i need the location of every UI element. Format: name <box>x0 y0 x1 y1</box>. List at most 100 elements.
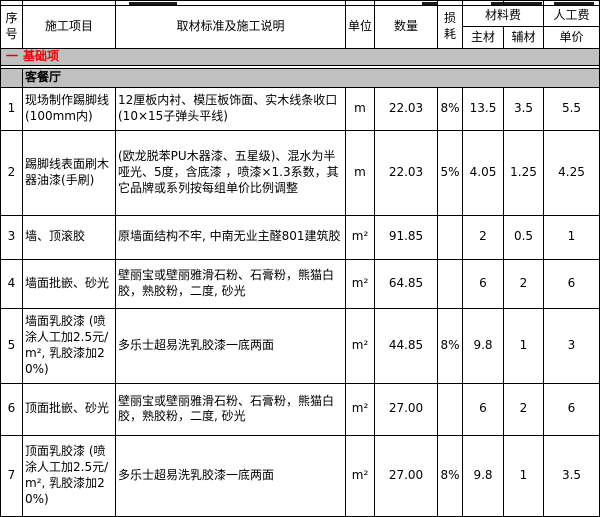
column-header-serial-label: 序号 <box>5 11 18 41</box>
cell-main-material-price: 9.8 <box>462 434 504 517</box>
clipped-cell <box>22 0 116 6</box>
cell-unit: m² <box>345 434 375 517</box>
clipped-cell <box>345 0 375 6</box>
clipped-cell <box>437 0 463 6</box>
clipped-text-fragment <box>504 2 542 5</box>
clipped-cell <box>462 0 504 6</box>
column-header-unit-label: 单位 <box>347 19 372 34</box>
cell-main-material-price: 6 <box>462 382 504 436</box>
table-header: 序号 施工项目 取材标准及施工说明 单位 数量 损耗 材料费 人工费 主材 辅材… <box>0 0 600 49</box>
column-header-qty-label: 数量 <box>393 19 418 34</box>
cell-labor-unit-price: 6 <box>543 382 600 436</box>
section-row-basic-items: 一基础项 <box>0 48 600 66</box>
cell-material-spec: 原墙面结构不牢, 中南无业主醛801建筑胶 <box>115 214 346 260</box>
subsection-serial-cell <box>0 67 23 88</box>
cell-material-spec: 12厘板内衬、模压板饰面、实木线条收口(10×15子弹头平线) <box>115 86 346 131</box>
clipped-cell <box>503 0 544 6</box>
table-row: 7 顶面乳胶漆 (喷涂人工加2.5元/m², 乳胶漆加20%) 多乐士超易洗乳胶… <box>0 434 600 517</box>
cell-aux-material-price: 2 <box>503 382 544 436</box>
column-header-item-label: 施工项目 <box>44 19 93 34</box>
clipped-cell <box>543 0 600 6</box>
clipped-text-fragment <box>422 2 437 5</box>
clipped-top-row <box>0 0 600 6</box>
cell-main-material-price: 4.05 <box>462 129 504 216</box>
column-header-main-material: 主材 <box>462 26 504 49</box>
cell-aux-material-price: 1 <box>503 434 544 517</box>
column-header-aux-material-label: 辅材 <box>511 29 536 44</box>
table-row: 6 顶面批嵌、砂光 壁丽宝或壁丽雅滑石粉、石膏粉，熊猫白胶，熟胶粉，二度, 砂光… <box>0 382 600 436</box>
column-header-qty: 数量 <box>374 5 438 49</box>
table-row: 2 踢脚线表面刷木器油漆(手刷) (欧龙脱苯PU木器漆、五星级)、混水为半哑光、… <box>0 129 600 216</box>
cell-material-spec: 多乐士超易洗乳胶漆一底两面 <box>115 434 346 517</box>
cell-main-material-price: 2 <box>462 214 504 260</box>
column-header-serial: 序号 <box>0 5 23 49</box>
cell-construction-item: 现场制作踢脚线(100mm内) <box>22 86 116 131</box>
cell-construction-item: 墙、顶滚胶 <box>22 214 116 260</box>
table-row: 3 墙、顶滚胶 原墙面结构不牢, 中南无业主醛801建筑胶 m² 91.85 2… <box>0 214 600 260</box>
column-header-spec: 取材标准及施工说明 <box>115 5 346 49</box>
cell-construction-item: 墙面批嵌、砂光 <box>22 258 116 309</box>
section-index: 一 <box>5 49 18 63</box>
column-header-material-label: 材料费 <box>484 8 521 23</box>
cell-material-spec: 多乐士超易洗乳胶漆一底两面 <box>115 307 346 384</box>
cell-serial-number: 5 <box>0 307 23 384</box>
cell-serial-number: 4 <box>0 258 23 309</box>
column-header-labor-group: 人工费 <box>543 5 600 27</box>
cell-quantity: 27.00 <box>374 382 438 436</box>
cell-main-material-price: 9.8 <box>462 307 504 384</box>
cell-construction-item: 顶面乳胶漆 (喷涂人工加2.5元/m², 乳胶漆加20%) <box>22 434 116 517</box>
table-row: 1 现场制作踢脚线(100mm内) 12厘板内衬、模压板饰面、实木线条收口(10… <box>0 86 600 131</box>
clipped-text-fragment <box>554 2 594 5</box>
column-header-material-group: 材料费 <box>462 5 544 27</box>
cell-aux-material-price: 3.5 <box>503 86 544 131</box>
column-header-labor-label: 人工费 <box>553 8 590 23</box>
cell-labor-unit-price: 3.5 <box>543 434 600 517</box>
cell-labor-unit-price: 4.25 <box>543 129 600 216</box>
cell-construction-item: 踢脚线表面刷木器油漆(手刷) <box>22 129 116 216</box>
cell-construction-item: 顶面批嵌、砂光 <box>22 382 116 436</box>
cell-quantity: 44.85 <box>374 307 438 384</box>
cell-construction-item: 墙面乳胶漆 (喷涂人工加2.5元/m², 乳胶漆加20%) <box>22 307 116 384</box>
section-title: 基础项 <box>23 49 60 63</box>
cell-loss-rate: 5% <box>437 129 463 216</box>
cell-labor-unit-price: 6 <box>543 258 600 309</box>
cell-loss-rate: 8% <box>437 86 463 131</box>
section-rows: 一基础项 客餐厅 <box>0 48 600 88</box>
column-header-labor-unit-price-label: 单价 <box>559 29 584 44</box>
cell-quantity: 22.03 <box>374 129 438 216</box>
column-header-unit: 单位 <box>345 5 375 49</box>
clipped-cell <box>115 0 346 6</box>
cell-material-spec: 壁丽宝或壁丽雅滑石粉、石膏粉，熊猫白胶，熟胶粉，二度, 砂光 <box>115 258 346 309</box>
cell-loss-rate <box>437 214 463 260</box>
data-rows: 1 现场制作踢脚线(100mm内) 12厘板内衬、模压板饰面、实木线条收口(10… <box>0 86 600 517</box>
table-row: 5 墙面乳胶漆 (喷涂人工加2.5元/m², 乳胶漆加20%) 多乐士超易洗乳胶… <box>0 307 600 384</box>
cell-labor-unit-price: 1 <box>543 214 600 260</box>
cell-quantity: 27.00 <box>374 434 438 517</box>
table-row: 4 墙面批嵌、砂光 壁丽宝或壁丽雅滑石粉、石膏粉，熊猫白胶，熟胶粉，二度, 砂光… <box>0 258 600 309</box>
clipped-text-fragment <box>129 2 177 5</box>
cell-unit: m <box>345 86 375 131</box>
cell-serial-number: 1 <box>0 86 23 131</box>
clipped-cell <box>374 0 438 6</box>
column-header-loss: 损耗 <box>437 5 463 49</box>
cell-serial-number: 6 <box>0 382 23 436</box>
cell-aux-material-price: 0.5 <box>503 214 544 260</box>
column-header-spec-label: 取材标准及施工说明 <box>176 19 285 34</box>
cell-material-spec: 壁丽宝或壁丽雅滑石粉、石膏粉，熊猫白胶，熟胶粉，二度, 砂光 <box>115 382 346 436</box>
cell-serial-number: 3 <box>0 214 23 260</box>
cell-serial-number: 2 <box>0 129 23 216</box>
cell-aux-material-price: 1.25 <box>503 129 544 216</box>
cell-aux-material-price: 2 <box>503 258 544 309</box>
cell-main-material-price: 6 <box>462 258 504 309</box>
clipped-cell <box>0 0 23 6</box>
subsection-title-cell: 客餐厅 <box>22 67 600 88</box>
cell-unit: m² <box>345 307 375 384</box>
cell-quantity: 22.03 <box>374 86 438 131</box>
cell-serial-number: 7 <box>0 434 23 517</box>
column-header-item: 施工项目 <box>22 5 116 49</box>
cell-quantity: 91.85 <box>374 214 438 260</box>
column-header-main-material-label: 主材 <box>470 29 495 44</box>
column-header-aux-material: 辅材 <box>503 26 544 49</box>
cell-labor-unit-price: 3 <box>543 307 600 384</box>
